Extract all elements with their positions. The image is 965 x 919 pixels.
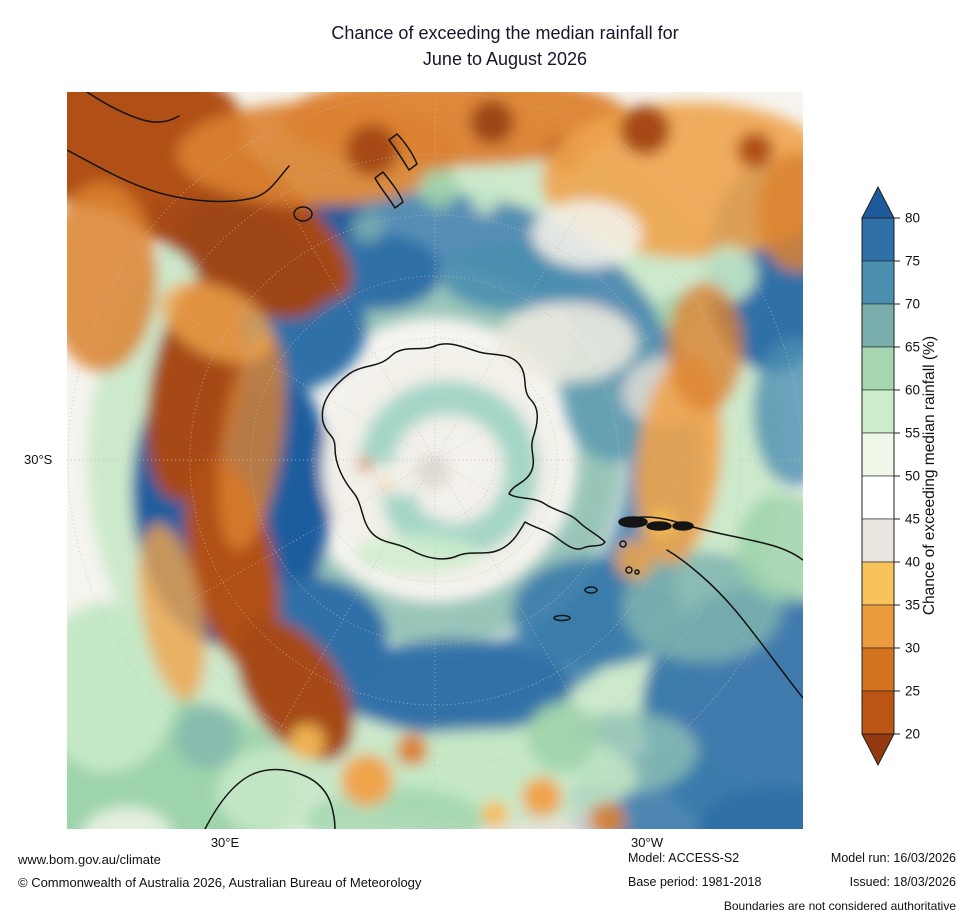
map-canvas [67, 92, 803, 829]
colorbar-tick-55: 55 [905, 426, 920, 441]
bom-url-text: www.bom.gov.au/climate [18, 852, 161, 867]
colorbar-axis-label-text: Chance of exceeding median rainfall (%) [921, 336, 938, 616]
colorbar-band-40-45 [861, 518, 895, 563]
model-label: Model: ACCESS-S2 [628, 851, 740, 865]
colorbar: 80 75 70 65 60 55 50 45 40 35 30 25 20 [858, 185, 965, 771]
colorbar-tick-20: 20 [905, 727, 920, 742]
antarctica-outline [321, 343, 606, 560]
falkland-islands [625, 566, 633, 574]
colorbar-tick-80: 80 [905, 211, 920, 226]
colorbar-band-25-30 [861, 647, 895, 692]
title-line2: June to August 2026 [422, 49, 588, 69]
colorbar-band-70-75 [861, 260, 895, 305]
colorbar-tick-40: 40 [905, 555, 920, 570]
colorbar-band-60-65 [861, 346, 895, 391]
colorbar-band-55-60 [861, 389, 895, 434]
colorbar-tick-50: 50 [905, 469, 920, 484]
colorbar-band-45-50 [861, 475, 895, 520]
tasmania-outline [293, 206, 313, 222]
probability-field [67, 92, 803, 829]
colorbar-tick-30: 30 [905, 641, 920, 656]
colorbar-tick-65: 65 [905, 340, 920, 355]
colorbar-tick-25: 25 [905, 684, 920, 699]
colorbar-band-20-25 [861, 690, 895, 735]
island-outline [584, 586, 598, 594]
map-title: Chance of exceeding the median rainfall … [45, 20, 965, 72]
colorbar-band-75-80 [861, 217, 895, 262]
colorbar-band-50-55 [861, 432, 895, 477]
island-outline [553, 614, 571, 622]
colorbar-tick-70: 70 [905, 297, 920, 312]
latitude-label-30s: 30°S [24, 452, 53, 467]
australia-south-coast [67, 149, 290, 203]
longitude-label-30w: 30°W [631, 835, 663, 850]
tierra-del-fuego [646, 521, 672, 531]
australia-coast-upper [86, 92, 180, 123]
colorbar-band-35-40 [861, 561, 895, 606]
africa-south-coast [204, 768, 336, 829]
rainfall-probability-map [67, 92, 803, 829]
coastlines [67, 92, 803, 829]
colorbar-band-65-70 [861, 303, 895, 348]
title-line1: Chance of exceeding the median rainfall … [331, 23, 679, 43]
new-zealand-south-island [374, 171, 404, 209]
colorbar-scale: 80 75 70 65 60 55 50 45 40 35 30 25 20 [861, 185, 920, 767]
colorbar-axis-label: Chance of exceeding median rainfall (%) [912, 186, 948, 766]
boundaries-note: Boundaries are not considered authoritat… [723, 899, 956, 913]
colorbar-band-30-35 [861, 604, 895, 649]
base-period-label: Base period: 1981-2018 [628, 875, 762, 889]
new-zealand-north-island [388, 133, 418, 171]
longitude-label-30e: 30°E [210, 835, 240, 850]
colorbar-tick-45: 45 [905, 512, 920, 527]
copyright-text: © Commonwealth of Australia 2026, Austra… [18, 875, 422, 890]
south-america-coast-west [666, 549, 803, 699]
tierra-del-fuego [618, 516, 648, 528]
colorbar-bottom-arrow [861, 733, 895, 767]
graticule [67, 92, 803, 828]
tierra-del-fuego [672, 521, 694, 531]
falkland-islands [634, 569, 640, 575]
island-outline [619, 540, 627, 548]
south-america-coast-north [622, 516, 803, 561]
colorbar-tick-60: 60 [905, 383, 920, 398]
issued-label: Issued: 18/03/2026 [849, 875, 956, 889]
colorbar-tick-75: 75 [905, 254, 920, 269]
model-run-label: Model run: 16/03/2026 [830, 851, 956, 865]
colorbar-tick-35: 35 [905, 598, 920, 613]
colorbar-top-arrow [861, 185, 895, 219]
